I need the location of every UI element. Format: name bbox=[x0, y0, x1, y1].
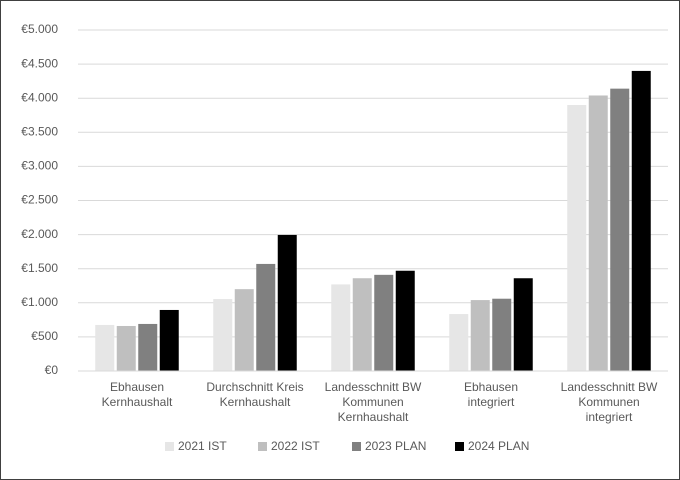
bar bbox=[277, 234, 297, 371]
bar bbox=[116, 325, 136, 371]
bar bbox=[159, 309, 179, 371]
legend-swatch bbox=[258, 442, 267, 451]
x-tick-label: Landesschnitt BW Kommunen integriert bbox=[560, 380, 658, 424]
x-tick-label: Durchschnitt Kreis Kernhaushalt bbox=[206, 380, 304, 409]
y-tick-label: €3.000 bbox=[21, 159, 58, 173]
bar bbox=[374, 274, 394, 371]
bar bbox=[631, 70, 651, 372]
legend-label: 2024 PLAN bbox=[468, 439, 529, 453]
y-tick-label: €2.000 bbox=[21, 227, 58, 241]
bar bbox=[331, 284, 351, 371]
bar bbox=[352, 278, 372, 371]
y-tick-label: €0 bbox=[45, 363, 59, 377]
bar bbox=[138, 323, 158, 371]
y-tick-label: €5.000 bbox=[21, 22, 58, 36]
legend-swatch bbox=[352, 442, 361, 451]
bar bbox=[213, 299, 233, 371]
bar bbox=[470, 300, 490, 371]
bar bbox=[449, 314, 469, 371]
x-tick-label: Ebhausen integriert bbox=[463, 380, 519, 409]
x-tick-label: Landesschnitt BW Kommunen Kernhaushalt bbox=[324, 380, 422, 424]
bar bbox=[95, 324, 115, 371]
x-tick-label: Ebhausen Kernhaushalt bbox=[101, 380, 173, 409]
y-tick-label: €4.000 bbox=[21, 90, 58, 104]
legend-swatch bbox=[165, 442, 174, 451]
legend-label: 2023 PLAN bbox=[365, 439, 426, 453]
legend-label: 2022 IST bbox=[271, 439, 320, 453]
bar bbox=[610, 88, 630, 371]
y-tick-label: €4.500 bbox=[21, 56, 58, 70]
bar bbox=[234, 289, 254, 371]
bar bbox=[395, 270, 415, 371]
y-tick-label: €2.500 bbox=[21, 193, 58, 207]
bar bbox=[567, 105, 587, 372]
bar bbox=[492, 298, 512, 371]
y-tick-label: €500 bbox=[31, 329, 58, 343]
y-tick-label: €3.500 bbox=[21, 124, 58, 138]
bar bbox=[256, 263, 276, 371]
y-tick-label: €1.000 bbox=[21, 295, 58, 309]
legend-label: 2021 IST bbox=[178, 439, 227, 453]
legend-swatch bbox=[455, 442, 464, 451]
bar bbox=[513, 278, 533, 371]
bar bbox=[588, 95, 608, 372]
y-tick-label: €1.500 bbox=[21, 261, 58, 275]
